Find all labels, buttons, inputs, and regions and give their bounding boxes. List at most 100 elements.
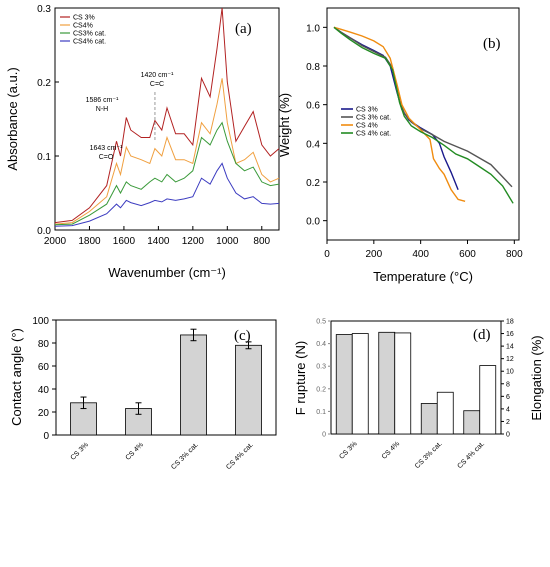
panel-c-ytick-label: 80 — [38, 339, 50, 350]
panel-b-xtick-label: 600 — [459, 249, 476, 260]
panel-a-ytick-label: 0.0 — [37, 226, 51, 237]
panel-d-ytick-left-label: 0.3 — [316, 364, 326, 371]
panel-b-xtick-label: 800 — [506, 249, 523, 260]
panel-d-ytick-left-label: 0.4 — [316, 341, 326, 348]
panel-a-legend-label: CS3% cat. — [73, 31, 106, 38]
panel-d-mechanical-chart: (d) F rupture (N) Elongation (%) 0 0.1 0.2… — [293, 319, 544, 471]
panel-c-ytick-label: 20 — [38, 408, 50, 419]
panel-c-category-label: CS 4% cat. — [225, 441, 255, 471]
panel-b-series-line — [333, 26, 513, 188]
panel-d-ytick-right-label: 12 — [506, 356, 514, 363]
panel-b-legend: CS 3%CS 3% cat.CS 4%CS 4% cat. — [341, 107, 391, 138]
panel-d-bar-rupture — [335, 334, 353, 435]
panel-b-xlabel: Temperature (°C) — [373, 269, 473, 284]
panel-c-ytick-label: 100 — [32, 316, 49, 327]
panel-b-ytick-label: 0.8 — [306, 62, 320, 73]
panel-a-series-line — [54, 162, 280, 227]
panel-d-label: (d) — [473, 327, 491, 343]
panel-c-ytick-label: 60 — [38, 362, 50, 373]
panel-a-ytick-label: 0.3 — [37, 4, 51, 15]
panel-b-xtick-label: 0 — [324, 249, 330, 260]
panel-c-contact-angle-chart: (c) Contact angle (°) 0 20 40 60 80 100 CS 3%… — [9, 316, 277, 471]
panel-c-category-label: CS 3% cat. — [170, 441, 200, 471]
panel-b-ytick-label: 0.0 — [306, 217, 320, 228]
panel-d-bar-rupture — [378, 331, 396, 435]
panel-a-series-line — [54, 7, 280, 224]
panel-a-legend-label: CS 3% — [73, 15, 95, 22]
panel-a-xtick-label: 1200 — [182, 236, 205, 247]
panel-a-xlabel: Wavenumber (cm⁻¹) — [108, 265, 226, 280]
panel-d-bar-elongation — [436, 391, 454, 435]
panel-b-xtick-label: 400 — [412, 249, 429, 260]
panel-c-bars: CS 3% CS 4% CS 3% cat. CS 4% cat. — [70, 328, 262, 471]
panel-d-ytick-right-label: 14 — [506, 344, 514, 351]
panel-d-ytick-right-label: 16 — [506, 331, 514, 338]
panel-a-ytick-label: 0.1 — [37, 152, 51, 163]
panel-c-category-label: CS 4% — [125, 441, 145, 461]
panel-d-category-label: CS 3% — [338, 440, 358, 460]
panel-a-xtick-label: 1600 — [113, 236, 136, 247]
panel-d-bar-rupture — [463, 410, 481, 435]
panel-b-legend-label: CS 3% — [356, 107, 378, 114]
panel-a-annotation: C=C — [150, 81, 164, 88]
panel-a-ylabel: Absorbance (a.u.) — [5, 67, 20, 170]
panel-b-frame — [326, 7, 520, 241]
panel-c-frame — [55, 319, 277, 436]
panel-a-series-line — [54, 78, 280, 225]
panel-b-legend-label: CS 4% cat. — [356, 131, 391, 138]
panel-a-ytick-label: 0.2 — [37, 78, 51, 89]
panel-a-annotation: 1586 cm⁻¹ — [86, 97, 120, 104]
panel-a-legend: CS 3%CS4%CS3% cat.CS4% cat. — [60, 15, 106, 46]
panel-a-xtick-label: 2000 — [44, 236, 67, 247]
panel-b-legend-label: CS 4% — [356, 123, 378, 130]
panel-b-label: (b) — [483, 36, 501, 52]
panel-d-bar-rupture — [420, 403, 438, 435]
panel-d-bars: CS 3% CS 4% CS 3% cat. CS 4% cat. — [335, 331, 497, 470]
panel-a-annotation: C=O — [99, 154, 114, 161]
panel-b-series — [333, 26, 514, 204]
panel-d-bar-elongation — [351, 333, 369, 435]
panel-a-label: (a) — [235, 21, 252, 37]
panel-d-ytick-right-label: 2 — [506, 419, 510, 426]
panel-c-ticks: 0 20 40 60 80 100 — [32, 316, 56, 442]
panel-d-ytick-right-label: 0 — [506, 432, 510, 439]
panel-a-annotations: 1643 cm⁻¹ C=O 1586 cm⁻¹ N-H 1420 cm⁻¹ C=C — [86, 72, 175, 161]
panel-a-series — [54, 7, 280, 227]
panel-a-legend-label: CS4% cat. — [73, 39, 106, 46]
panel-c-bar — [180, 334, 207, 436]
panel-d-bar-elongation — [479, 365, 497, 435]
panel-b-tga-chart: (b) Temperature (°C) Weight (%) 0 200 400 6… — [277, 7, 523, 284]
panel-c-bar — [70, 402, 97, 436]
panel-a-xtick-label: 1400 — [147, 236, 170, 247]
panel-b-xtick-label: 200 — [365, 249, 382, 260]
panel-d-category-label: CS 3% cat. — [414, 440, 444, 470]
panel-d-bar-elongation — [394, 332, 412, 435]
panel-c-ytick-label: 40 — [38, 385, 50, 396]
panel-d-ytick-right-label: 8 — [506, 381, 510, 388]
panel-d-ytick-left-label: 0.1 — [316, 409, 326, 416]
panel-a-annotation: N-H — [96, 106, 108, 113]
panel-a-ticks: 2000 1800 1600 1400 1200 1000 800 0.0 0.1 0.2 0.3 — [37, 4, 270, 247]
panel-b-ytick-label: 0.6 — [306, 101, 320, 112]
panel-a-xtick-label: 1000 — [216, 236, 239, 247]
panel-c-ylabel: Contact angle (°) — [9, 328, 24, 426]
panel-d-ylabel-left: F rupture (N) — [293, 341, 308, 415]
panel-b-series-line — [333, 26, 514, 204]
panel-a-ftir-chart: (a) Wavenumber (cm⁻¹) Absorbance (a.u.) … — [5, 4, 280, 280]
panel-b-ytick-label: 0.2 — [306, 178, 320, 189]
panel-b-ytick-label: 1.0 — [306, 23, 320, 34]
panel-a-frame — [54, 7, 280, 231]
panel-d-ytick-left-label: 0.5 — [316, 319, 326, 326]
panel-c-category-label: CS 3% — [70, 441, 90, 461]
panel-b-series-line — [333, 26, 466, 202]
panel-d-category-label: CS 4% — [381, 440, 401, 460]
panel-b-legend-label: CS 3% cat. — [356, 115, 391, 122]
panel-a-xtick-label: 1800 — [78, 236, 101, 247]
panel-d-ytick-right-label: 4 — [506, 406, 510, 413]
panel-c-bar — [235, 344, 262, 436]
panel-a-xtick-label: 800 — [253, 236, 270, 247]
panel-d-ylabel-right: Elongation (%) — [529, 335, 544, 420]
panel-c-label: (c) — [234, 328, 251, 344]
panel-d-ytick-right-label: 18 — [506, 319, 514, 326]
